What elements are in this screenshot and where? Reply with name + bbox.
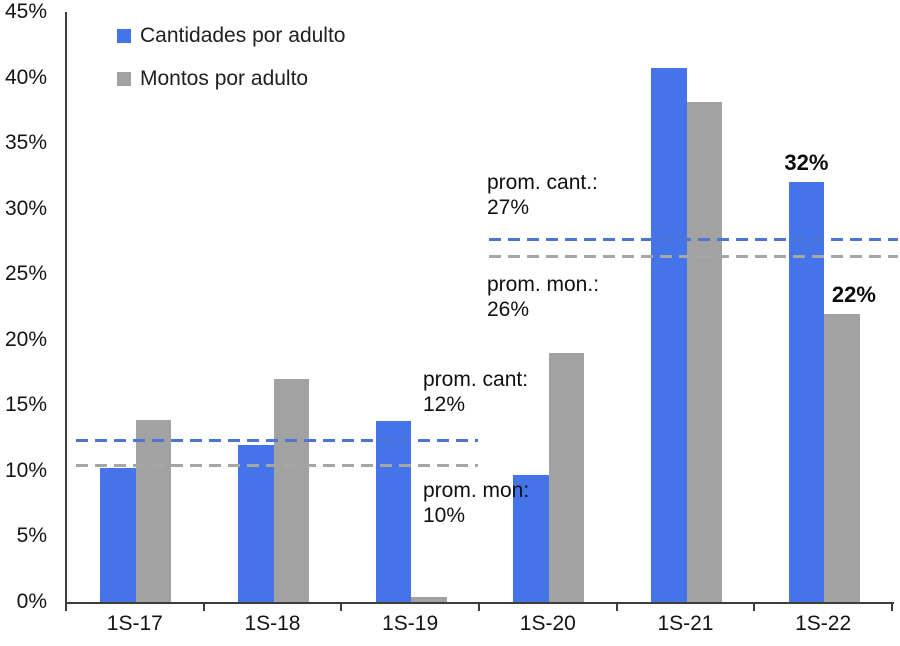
x-axis-tick-label: 1S-19 [382, 612, 439, 635]
x-axis-tick-label: 1S-17 [106, 612, 163, 635]
avg-line-promedio-cantidades-1S17-1S19 [76, 438, 478, 442]
annotation-value: 10% [423, 504, 466, 527]
bar-value-label-1S-22-montos: 22% [831, 281, 876, 307]
y-axis-tick-label: 30% [4, 196, 47, 220]
bar-montos-1S-19 [411, 596, 447, 602]
y-axis-tick-label: 5% [16, 524, 47, 548]
bar-cantidades-1S-21 [651, 68, 687, 602]
bar-montos-1S-21 [686, 102, 722, 602]
x-axis-tick-mark [753, 602, 756, 611]
avg-line-promedio-montos-1S17-1S19 [76, 463, 478, 467]
annotation-line: prom. mon.: [487, 273, 600, 296]
annotation-line: prom. cant.: [487, 171, 598, 194]
annotation-value: 26% [487, 298, 530, 321]
legend-item-cantidades: Cantidades por adulto [117, 23, 345, 49]
x-axis-tick-mark [615, 602, 618, 611]
plot-area: 32% 22% [67, 12, 898, 602]
bar-cantidades-1S-19 [375, 421, 412, 602]
x-axis-tick-label: 1S-21 [657, 612, 714, 635]
y-axis-tick-label: 10% [4, 458, 47, 482]
annotation-value: 27% [487, 196, 530, 219]
x-axis-tick-mark [65, 602, 67, 611]
y-axis-tick-label: 45% [4, 0, 47, 23]
annotation-avg-cantidades-right: prom. cant.: 27% [487, 170, 598, 220]
legend-label-cantidades: Cantidades por adulto [140, 24, 346, 47]
bar-cantidades-1S-22 [788, 182, 825, 602]
avg-line-promedio-cantidades-1S20-1S22 [489, 238, 898, 242]
bar-cantidades-1S-20 [513, 474, 549, 602]
x-axis-tick-label: 1S-20 [519, 612, 576, 635]
annotation-line: prom. mon: [423, 479, 530, 502]
x-axis-tick-label: 1S-18 [244, 612, 301, 635]
annotation-avg-montos-left: prom. mon: 10% [423, 478, 529, 528]
annotation-avg-montos-right: prom. mon.: 26% [487, 272, 599, 322]
x-axis-tick-mark [340, 602, 343, 611]
x-axis-tick-mark [891, 602, 893, 611]
x-axis-tick-mark [202, 602, 205, 611]
legend: Cantidades por adulto Montos por adulto [117, 23, 345, 109]
y-axis-tick-label: 20% [4, 327, 47, 351]
y-axis-line [65, 12, 67, 604]
bar-montos-1S-18 [273, 379, 309, 602]
annotation-line: prom. cant: [423, 368, 529, 391]
bar-montos-1S-22 [824, 313, 860, 602]
bar-cantidades-1S-18 [238, 444, 274, 602]
legend-item-montos: Montos por adulto [117, 66, 345, 92]
y-axis-tick-label: 40% [4, 65, 47, 89]
y-axis-tick-label: 15% [4, 393, 47, 417]
avg-line-promedio-montos-1S20-1S22 [489, 255, 898, 259]
bar-montos-1S-17 [135, 419, 172, 602]
y-axis-tick-label: 35% [4, 131, 47, 155]
legend-label-montos: Montos por adulto [140, 67, 309, 90]
legend-swatch-montos-icon [117, 72, 131, 86]
bar-montos-1S-20 [548, 352, 585, 602]
bar-value-label-1S-22-cantidades: 32% [784, 150, 829, 176]
y-axis-tick-label: 25% [4, 262, 47, 286]
annotation-avg-cantidades-left: prom. cant: 12% [423, 367, 528, 417]
legend-swatch-cantidades-icon [117, 29, 131, 43]
x-axis-tick-mark [478, 602, 480, 611]
y-axis-tick-label: 0% [16, 590, 47, 613]
x-axis-tick-label: 1S-22 [795, 612, 852, 635]
bar-cantidades-1S-17 [100, 468, 136, 602]
annotation-value: 12% [423, 393, 466, 416]
